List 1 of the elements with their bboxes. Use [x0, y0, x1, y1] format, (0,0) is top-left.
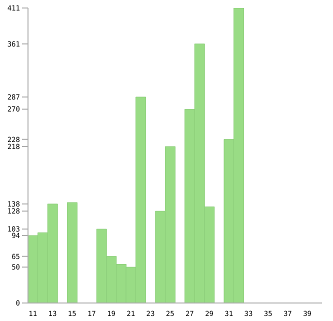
bar	[66, 202, 78, 303]
